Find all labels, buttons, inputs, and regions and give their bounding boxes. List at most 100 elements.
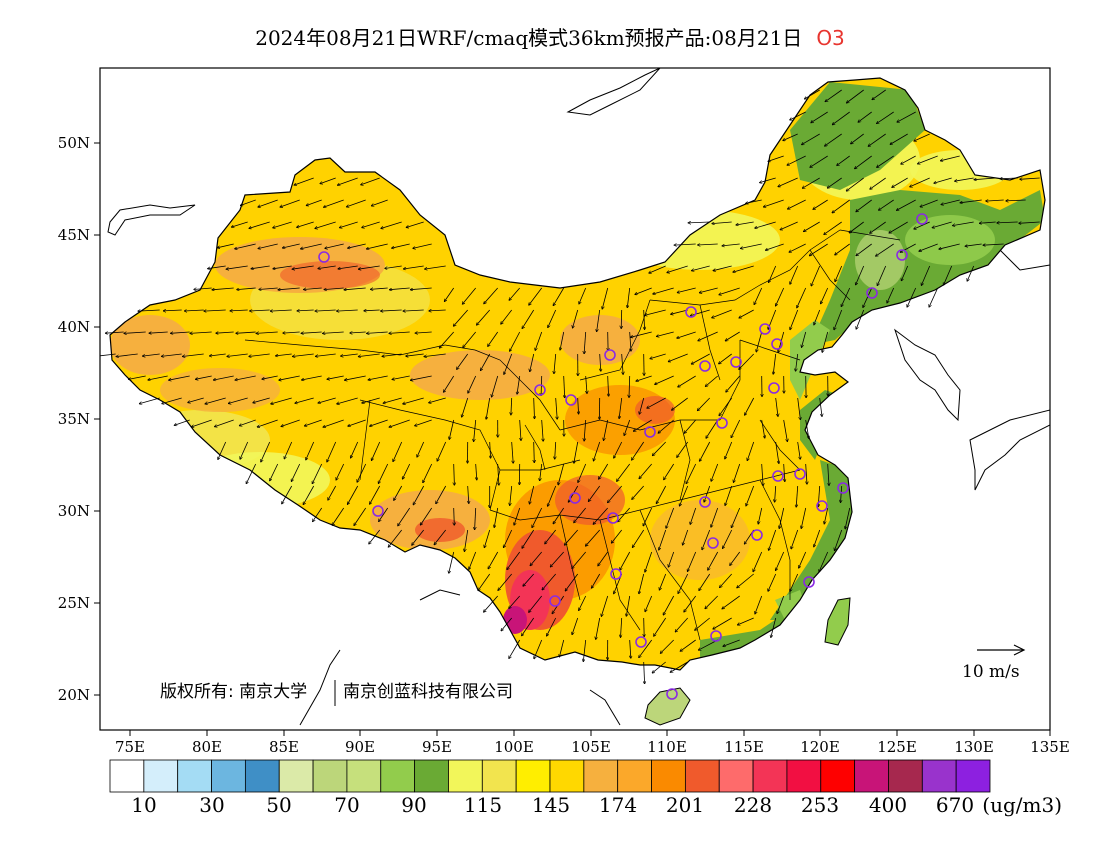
wind-arrow: [632, 441, 645, 460]
wind-arrow: [593, 441, 601, 461]
wind-arrow: [282, 243, 300, 248]
colorbar-swatch: [109, 759, 145, 793]
wind-arrow: [444, 287, 455, 302]
lon-tick-label: 115E: [724, 738, 764, 756]
wind-arrow: [776, 287, 785, 306]
colorbar-swatch: [312, 759, 348, 793]
wind-arrow: [856, 243, 872, 256]
wind-arrow: [1020, 178, 1040, 179]
wind-arrow: [297, 310, 314, 311]
lat-tick: 25N: [58, 594, 100, 612]
wind-arrow: [660, 639, 674, 653]
wind-arrow: [462, 397, 469, 417]
title-main: 2024年08月21日WRF/cmaq模式36km预报产品:08月21日: [255, 26, 803, 50]
wind-arrow: [403, 310, 424, 311]
lon-tick-label: 120E: [800, 738, 840, 756]
wind-arrow: [901, 155, 916, 164]
wind-arrow: [578, 463, 587, 483]
lon-tick: 100E: [494, 730, 534, 756]
reference-vector: 10 m/s: [962, 644, 1026, 682]
wind-arrow: [530, 353, 535, 372]
wind-arrow: [292, 353, 314, 357]
wind-arrow: [235, 375, 256, 380]
wind-arrow: [768, 155, 784, 161]
wind-arrow: [659, 573, 667, 590]
wind-arrow: [453, 309, 468, 326]
wind-arrow: [273, 221, 292, 228]
wind-arrow: [188, 397, 204, 403]
wind-arrow: [711, 507, 719, 527]
wind-arrow: [381, 221, 402, 229]
station-marker: [565, 394, 577, 406]
wind-arrow: [626, 595, 631, 616]
wind-arrow: [777, 595, 785, 614]
wind-arrow: [322, 331, 344, 333]
lon-tick-label: 75E: [115, 738, 145, 756]
wind-arrow: [666, 507, 675, 528]
wind-arrow: [730, 551, 741, 566]
wind-arrow: [548, 485, 557, 506]
wind-arrow: [476, 309, 491, 325]
neighbor-coastlines: [107, 68, 1050, 726]
wind-arrow: [318, 265, 336, 269]
wind-arrow: [216, 332, 234, 333]
wind-arrow: [217, 243, 234, 248]
wind-arrow: [825, 133, 842, 146]
wind-arrow: [760, 177, 776, 183]
wind-arrow: [534, 397, 535, 419]
wind-arrow: [565, 573, 579, 591]
colorbar-swatch: [752, 759, 788, 793]
wind-arrow: [708, 551, 719, 570]
wind-arrow: [907, 287, 917, 307]
wind-arrow: [555, 397, 558, 419]
wind-arrow: [228, 397, 248, 404]
lat-tick-label: 20N: [58, 686, 90, 704]
wind-arrow: [161, 353, 182, 356]
wind-arrow: [258, 199, 278, 207]
wind-arrow: [579, 595, 587, 611]
wind-arrow: [645, 309, 666, 315]
wind-arrow: [621, 617, 622, 638]
wind-arrow: [835, 243, 850, 255]
wind-arrow: [845, 507, 851, 529]
wind-arrow: [297, 221, 314, 227]
wind-arrow: [713, 265, 732, 271]
wind-arrow: [997, 222, 1018, 223]
station-marker: [569, 492, 581, 504]
wind-arrow: [740, 243, 762, 249]
wind-arrow: [663, 595, 675, 615]
wind-arrow: [598, 551, 609, 566]
wind-arrow: [344, 375, 366, 380]
wind-arrow: [553, 287, 565, 306]
station-marker: [794, 468, 806, 480]
wind-arrow: [572, 617, 579, 635]
wind-arrow: [814, 309, 821, 325]
wind-arrow: [509, 639, 521, 659]
station-marker: [666, 688, 678, 700]
wind-arrow: [262, 375, 278, 379]
title-species: O3: [816, 26, 845, 50]
wind-arrow: [294, 177, 314, 185]
wind-arrow: [644, 617, 645, 637]
wind-arrow: [737, 617, 754, 625]
wind-arrow: [406, 353, 424, 356]
wind-arrow: [639, 639, 653, 658]
wind-arrow: [604, 419, 609, 441]
wind-arrow: [325, 243, 344, 248]
wind-arrow: [560, 331, 565, 350]
wind-arrow: [584, 419, 587, 441]
wind-arrow: [846, 89, 864, 103]
wind-arrow: [679, 485, 689, 506]
wind-arrow: [436, 485, 447, 504]
wind-arrow: [301, 332, 322, 333]
colorbar-swatch: [651, 759, 686, 793]
wind-arrow: [184, 310, 204, 311]
wind-arrow: [678, 573, 689, 594]
wind-arrow: [720, 573, 732, 588]
wind-arrow: [256, 331, 278, 333]
wind-arrow: [814, 529, 821, 547]
colorbar-swatch: [448, 759, 483, 793]
wind-arrow: [303, 287, 322, 290]
lon-tick: 120E: [800, 730, 840, 756]
wind-arrow: [336, 310, 358, 311]
